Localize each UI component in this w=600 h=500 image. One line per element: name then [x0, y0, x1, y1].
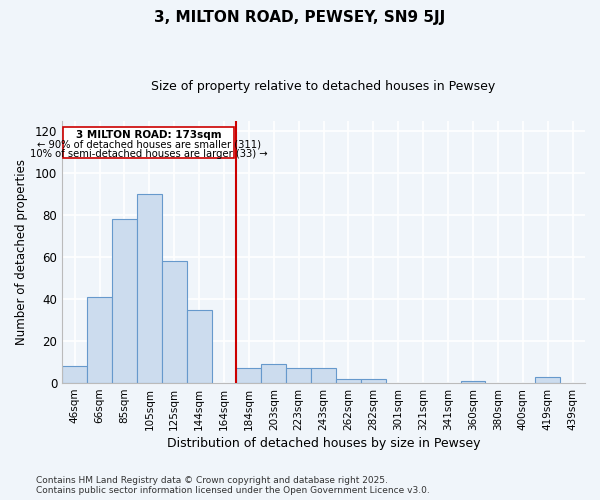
- Bar: [187, 310, 212, 383]
- Bar: [87, 297, 112, 383]
- X-axis label: Distribution of detached houses by size in Pewsey: Distribution of detached houses by size …: [167, 437, 481, 450]
- Text: 3 MILTON ROAD: 173sqm: 3 MILTON ROAD: 173sqm: [76, 130, 221, 140]
- Bar: [262, 364, 286, 383]
- Text: 10% of semi-detached houses are larger (33) →: 10% of semi-detached houses are larger (…: [30, 149, 268, 159]
- Y-axis label: Number of detached properties: Number of detached properties: [15, 159, 28, 345]
- Bar: [286, 368, 311, 383]
- Bar: [62, 366, 87, 383]
- Bar: [162, 262, 187, 383]
- Bar: [64, 127, 234, 158]
- Text: Contains HM Land Registry data © Crown copyright and database right 2025.
Contai: Contains HM Land Registry data © Crown c…: [36, 476, 430, 495]
- Bar: [112, 220, 137, 383]
- Bar: [236, 368, 262, 383]
- Bar: [311, 368, 336, 383]
- Bar: [461, 381, 485, 383]
- Text: 3, MILTON ROAD, PEWSEY, SN9 5JJ: 3, MILTON ROAD, PEWSEY, SN9 5JJ: [154, 10, 446, 25]
- Title: Size of property relative to detached houses in Pewsey: Size of property relative to detached ho…: [151, 80, 496, 93]
- Bar: [336, 379, 361, 383]
- Bar: [137, 194, 162, 383]
- Bar: [535, 377, 560, 383]
- Text: ← 90% of detached houses are smaller (311): ← 90% of detached houses are smaller (31…: [37, 140, 260, 149]
- Bar: [361, 379, 386, 383]
